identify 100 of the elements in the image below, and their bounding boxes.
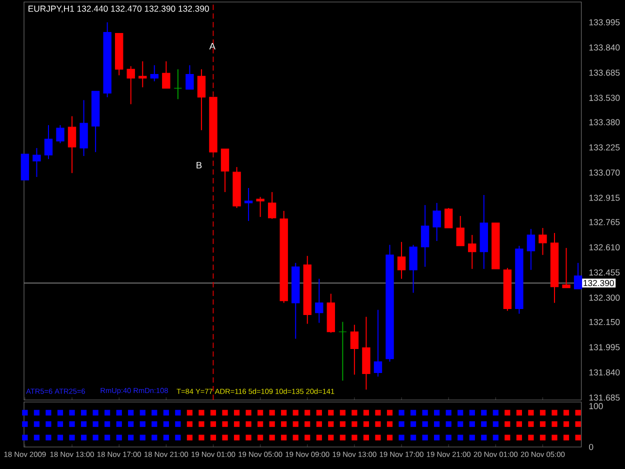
point — [234, 434, 240, 440]
point — [198, 434, 204, 440]
point — [386, 434, 393, 440]
point — [22, 421, 28, 427]
y-tick-label: 132.300 — [589, 294, 620, 301]
point — [352, 421, 358, 427]
y-tick-label: 132.150 — [589, 318, 620, 326]
point — [57, 434, 64, 440]
point — [340, 421, 346, 427]
candlestick — [162, 60, 170, 89]
point — [210, 434, 216, 440]
point — [492, 410, 498, 416]
point — [128, 410, 134, 416]
point — [504, 434, 510, 440]
point — [198, 421, 204, 427]
y-tick-label: 133.380 — [589, 119, 620, 126]
point — [575, 434, 581, 440]
point — [234, 421, 240, 427]
y-tick-label: 132.765 — [589, 219, 620, 226]
point — [210, 410, 216, 416]
point — [516, 434, 522, 440]
point — [481, 434, 487, 440]
point — [328, 421, 334, 427]
candlestick — [150, 64, 158, 82]
point — [175, 410, 181, 416]
candlestick — [468, 234, 476, 270]
point — [552, 434, 558, 440]
point — [492, 421, 498, 427]
point — [281, 434, 287, 440]
point — [340, 434, 346, 440]
point — [528, 410, 534, 416]
point — [386, 410, 393, 416]
point — [398, 410, 404, 416]
point — [186, 410, 192, 416]
point — [246, 421, 252, 427]
point — [446, 410, 452, 416]
point — [69, 434, 75, 440]
point — [540, 410, 546, 416]
point — [410, 421, 416, 427]
point — [316, 410, 322, 416]
point — [363, 434, 370, 440]
point — [128, 421, 134, 427]
point — [104, 434, 110, 440]
candlestick — [186, 64, 194, 90]
point — [504, 410, 510, 416]
candlestick — [444, 207, 453, 228]
candlestick — [538, 227, 547, 256]
point — [304, 421, 310, 427]
point — [281, 410, 287, 416]
point — [410, 410, 416, 416]
point — [328, 410, 334, 416]
point — [540, 421, 546, 427]
point — [328, 434, 334, 440]
y-tick-label: 132.610 — [589, 244, 620, 250]
point — [422, 421, 428, 427]
point — [152, 434, 158, 440]
point — [234, 410, 240, 416]
candlestick — [44, 124, 53, 160]
point — [434, 434, 440, 440]
point — [469, 434, 475, 440]
point — [375, 434, 381, 440]
point — [246, 410, 252, 416]
candlestick — [315, 278, 324, 324]
point — [116, 421, 122, 427]
point — [222, 421, 228, 427]
point — [375, 421, 381, 427]
point — [492, 434, 498, 440]
candlestick — [68, 116, 76, 174]
annotation: B — [196, 162, 202, 168]
point — [222, 434, 228, 440]
candlestick — [574, 262, 582, 290]
ref-line-label: 132.390 — [584, 280, 614, 286]
point — [410, 434, 416, 440]
point — [186, 434, 192, 440]
candlestick — [350, 324, 359, 376]
point — [258, 410, 264, 416]
candlestick — [420, 204, 430, 268]
point — [34, 421, 40, 427]
point — [258, 434, 264, 440]
point — [446, 421, 452, 427]
point — [540, 434, 546, 440]
point — [398, 421, 404, 427]
point — [504, 421, 510, 427]
point — [46, 434, 52, 440]
point — [175, 434, 181, 440]
y-tick-label: 132.455 — [589, 269, 620, 276]
candlestick — [126, 66, 135, 105]
point — [316, 434, 322, 440]
point — [352, 410, 358, 416]
point — [304, 410, 310, 416]
point — [281, 421, 287, 427]
point — [80, 434, 87, 440]
point — [422, 410, 428, 416]
chart-title: EURJPY,H1 132.440 132.470 132.390 132.390 — [28, 6, 209, 13]
point — [152, 410, 158, 416]
point — [292, 434, 298, 440]
y-tick-label: 133.685 — [589, 70, 620, 76]
candlestick — [456, 215, 464, 246]
candlestick — [374, 309, 382, 378]
point — [92, 410, 98, 416]
